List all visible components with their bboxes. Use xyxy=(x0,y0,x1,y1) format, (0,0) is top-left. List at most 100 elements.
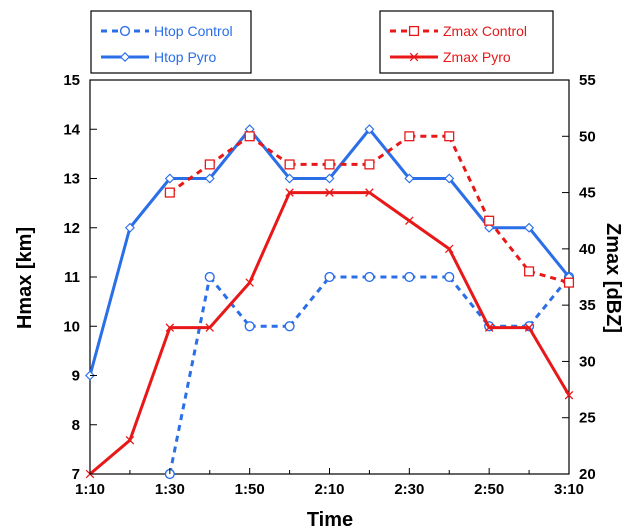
series-2-point xyxy=(324,173,335,184)
y-right-tick-label: 50 xyxy=(579,128,596,145)
series-2-segment xyxy=(527,226,571,278)
series-1-point xyxy=(244,321,255,332)
legend-left-marker-2 xyxy=(120,52,130,62)
series-2-segment xyxy=(328,128,371,180)
series-3-point xyxy=(244,131,255,142)
series-3-point xyxy=(444,131,455,142)
series-3-point xyxy=(164,187,175,198)
axes-layer: 1:10 1:30 1:50 2:10 2:30 2:50 3:10 7 8 9 10 11 12 13 1… xyxy=(63,72,595,498)
series-4-segment xyxy=(447,248,491,329)
series-3-point xyxy=(364,159,375,170)
legend-left-marker-1 xyxy=(119,25,131,37)
y-left-tick-label: 14 xyxy=(63,121,80,138)
series-4-point xyxy=(444,244,454,254)
series-2-segment xyxy=(88,227,132,376)
legend-right-label-2: Zmax Pyro xyxy=(443,49,511,65)
series-2-segment xyxy=(208,128,251,180)
y-right-tick-label: 30 xyxy=(579,353,596,370)
series-3-point xyxy=(284,159,295,170)
series-1-segment xyxy=(168,276,212,475)
y-right-tick-label: 25 xyxy=(579,410,596,427)
series-1-point xyxy=(364,271,375,283)
series-4-segment xyxy=(408,219,451,251)
series-layer xyxy=(85,124,575,480)
series-2-segment xyxy=(448,177,491,229)
y-left-tick-label: 8 xyxy=(72,417,80,434)
series-4-point xyxy=(484,323,494,332)
series-1-point xyxy=(204,271,215,283)
x-tick-label: 2:50 xyxy=(474,481,504,498)
series-2-segment xyxy=(368,128,411,180)
series-4-point xyxy=(325,188,334,197)
series-2-point xyxy=(444,173,455,184)
series-4-segment xyxy=(368,191,411,222)
series-4-segment xyxy=(527,326,571,396)
y-axis-right-title: Zmax [dBZ] xyxy=(602,223,624,333)
legend-layer: Htop Control Htop Pyro Zmax Control Zmax Py… xyxy=(90,10,554,74)
x-tick-label: 1:10 xyxy=(75,481,105,498)
series-2-point xyxy=(284,173,295,184)
series-3-point xyxy=(524,266,535,277)
series-2-point xyxy=(524,222,535,233)
x-tick-label: 2:10 xyxy=(314,481,344,498)
legend-left-label-1: Htop Control xyxy=(154,23,233,39)
x-tick-label: 3:10 xyxy=(554,481,584,498)
x-tick-label: 1:50 xyxy=(235,481,265,498)
series-3-segment xyxy=(447,135,491,222)
series-2-segment xyxy=(128,177,171,229)
x-tick-label: 2:30 xyxy=(394,481,424,498)
series-3-segment xyxy=(248,135,291,166)
series-4-point xyxy=(245,278,254,287)
series-2-segment xyxy=(248,128,291,180)
series-3-point xyxy=(404,131,415,142)
series-2-point xyxy=(364,124,375,135)
y-left-tick-label: 11 xyxy=(64,269,80,286)
legend-right-marker-1 xyxy=(408,25,420,37)
series-4-segment xyxy=(89,439,131,476)
y-axis-left-title: Hmax [km] xyxy=(14,227,36,329)
y-right-tick-label: 35 xyxy=(579,297,596,314)
series-3-point xyxy=(563,277,575,288)
y-left-tick-label: 7 xyxy=(72,466,80,483)
x-axis-title: Time xyxy=(307,509,353,531)
series-4-point xyxy=(165,323,175,332)
series-4-point xyxy=(405,216,414,225)
series-1-point xyxy=(404,271,415,283)
legend-left-frame xyxy=(90,10,252,74)
series-3-point xyxy=(324,159,335,170)
y-left-tick-label: 9 xyxy=(72,368,80,385)
y-right-tick-label: 40 xyxy=(579,241,596,258)
x-tick-label: 1:30 xyxy=(155,481,185,498)
series-4-point xyxy=(125,435,135,445)
series-3-segment xyxy=(368,135,411,166)
y-left-tick-label: 12 xyxy=(63,220,80,237)
series-4-point xyxy=(365,188,374,197)
series-3-point xyxy=(484,215,495,226)
series-4-segment xyxy=(248,191,291,284)
series-3-segment xyxy=(528,269,570,285)
y-left-tick-label: 10 xyxy=(63,318,80,335)
series-4-point xyxy=(564,390,574,400)
legend-right-frame xyxy=(379,10,554,74)
series-4-point xyxy=(285,188,294,197)
series-2-point xyxy=(164,173,175,184)
legend-right-marker-2 xyxy=(409,52,419,62)
series-2-point xyxy=(124,222,135,233)
y-right-tick-label: 45 xyxy=(579,185,596,202)
series-4-segment xyxy=(128,327,172,441)
series-3-segment xyxy=(208,135,251,166)
y-left-tick-label: 15 xyxy=(63,72,80,89)
series-4-point xyxy=(205,323,215,332)
series-2-point xyxy=(204,173,215,184)
y-right-tick-label: 20 xyxy=(579,466,596,483)
series-1-point xyxy=(324,271,335,283)
series-1-point xyxy=(444,271,455,283)
legend-left: Htop Control Htop Pyro xyxy=(90,10,252,74)
series-4-point xyxy=(524,323,534,332)
series-2-point xyxy=(404,173,415,184)
series-3-segment xyxy=(168,163,211,194)
series-4-segment xyxy=(208,281,251,329)
series-3-point xyxy=(204,159,215,170)
legend-left-label-2: Htop Pyro xyxy=(154,49,216,65)
series-1-point xyxy=(284,321,295,332)
